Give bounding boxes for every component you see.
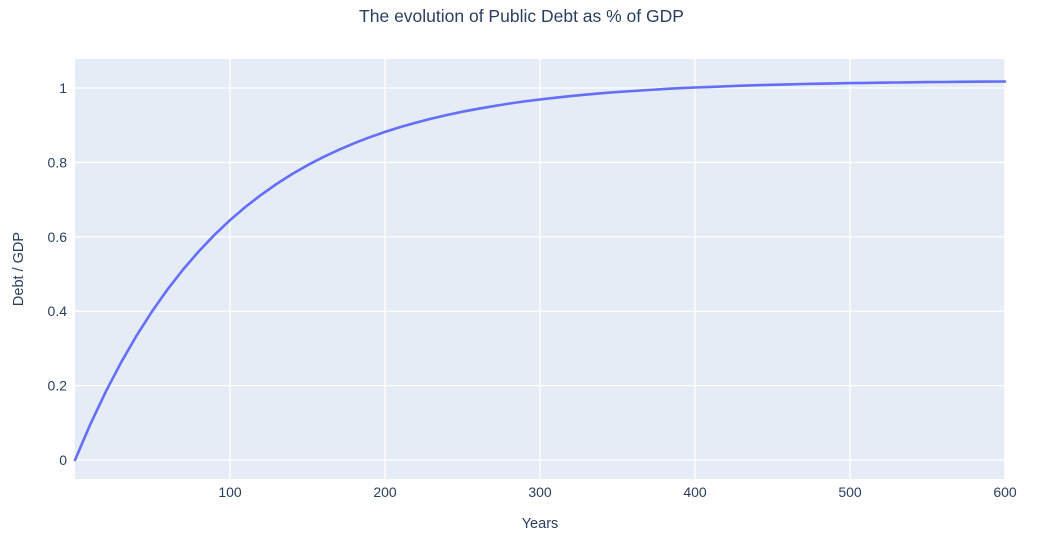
y-axis-title: Debt / GDP <box>11 231 27 307</box>
x-tick-label: 500 <box>838 484 862 500</box>
y-tick-label: 0 <box>59 452 67 468</box>
chart-title: The evolution of Public Debt as % of GDP <box>359 6 684 26</box>
debt-gdp-curve <box>73 80 1007 462</box>
y-tick-label: 1 <box>59 80 67 96</box>
y-tick-label: 0.2 <box>48 378 68 394</box>
x-tick-label: 100 <box>218 484 242 500</box>
x-axis-title: Years <box>521 516 559 532</box>
y-tick-label: 0.6 <box>48 229 68 245</box>
y-tick-label: 0.4 <box>48 303 68 319</box>
y-tick-label: 0.8 <box>48 154 68 170</box>
x-tick-label: 400 <box>683 484 707 500</box>
x-tick-label: 200 <box>373 484 397 500</box>
x-tick-label: 300 <box>528 484 552 500</box>
x-tick-label: 600 <box>993 484 1017 500</box>
